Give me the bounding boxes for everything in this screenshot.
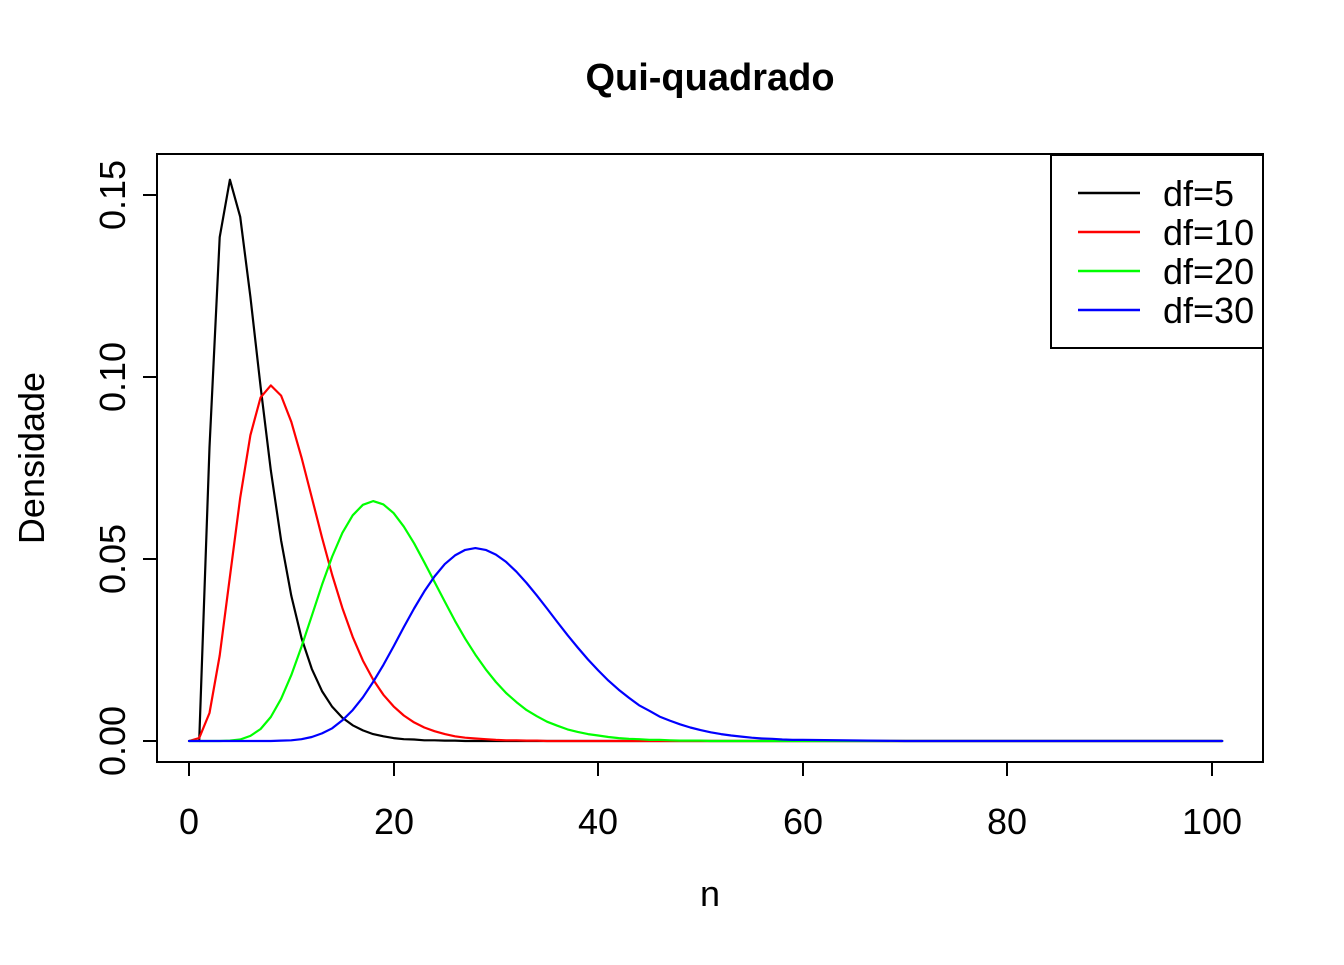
y-axis-title: Densidade xyxy=(11,372,52,544)
x-axis: 0 20 40 60 80 100 xyxy=(179,762,1242,842)
plot-box xyxy=(156,153,1264,763)
y-tick-label: 0.05 xyxy=(92,524,133,594)
x-tick-label: 40 xyxy=(578,801,618,842)
y-axis: 0.00 0.05 0.10 0.15 xyxy=(92,160,157,776)
curve-df10 xyxy=(187,384,1224,743)
x-tick-label: 80 xyxy=(987,801,1027,842)
y-tick-label: 0.15 xyxy=(92,160,133,230)
x-tick-label: 100 xyxy=(1182,801,1242,842)
curve-df20 xyxy=(187,500,1224,743)
legend-label-df5: df=5 xyxy=(1163,173,1234,214)
curves-group xyxy=(187,178,1224,743)
x-tick-label: 20 xyxy=(374,801,414,842)
x-tick-label: 0 xyxy=(179,801,199,842)
y-tick-label: 0.00 xyxy=(92,706,133,776)
legend-label-df30: df=30 xyxy=(1163,290,1254,331)
chart-title: Qui-quadrado xyxy=(585,57,834,99)
x-axis-title: n xyxy=(700,873,720,914)
legend: df=5 df=10 df=20 df=30 xyxy=(1050,154,1264,349)
legend-label-df10: df=10 xyxy=(1163,212,1254,253)
y-tick-label: 0.10 xyxy=(92,342,133,412)
x-tick-label: 60 xyxy=(783,801,823,842)
legend-label-df20: df=20 xyxy=(1163,251,1254,292)
curve-df5 xyxy=(198,178,1224,743)
legend-box xyxy=(1050,154,1264,349)
curve-df30 xyxy=(187,546,1224,743)
